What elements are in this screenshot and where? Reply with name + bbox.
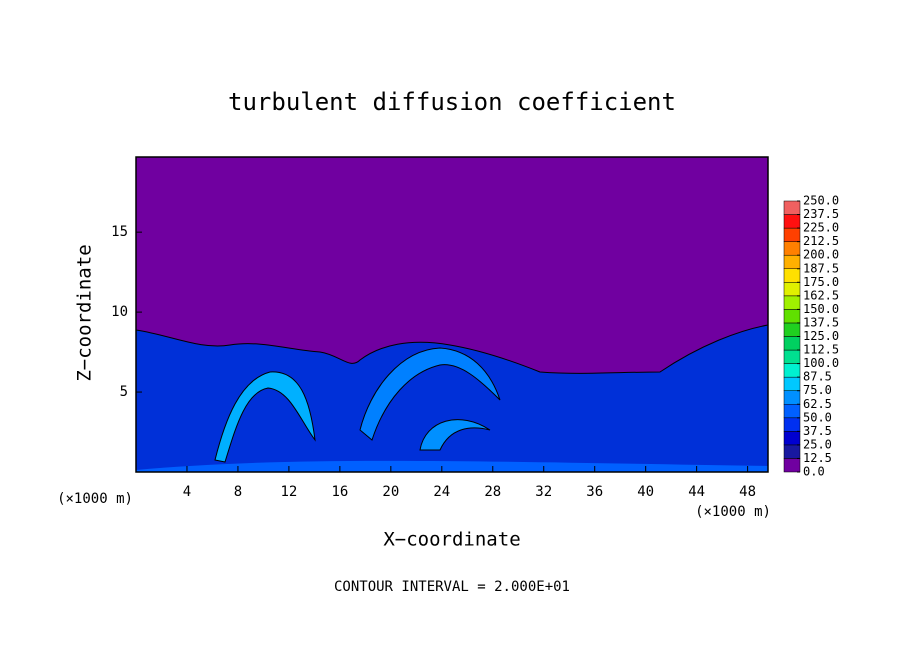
colorbar-label: 200.0 — [803, 248, 839, 262]
colorbar-swatch — [783, 458, 801, 473]
x-tick-label: 28 — [484, 484, 501, 500]
x-tick-label: 16 — [331, 484, 348, 500]
colorbar-swatch — [783, 322, 801, 337]
colorbar-swatch — [783, 390, 801, 405]
colorbar-label: 137.5 — [803, 315, 839, 329]
x-tick-label: 8 — [234, 484, 242, 500]
colorbar-label: 87.5 — [803, 370, 832, 384]
x-unit-label: (×1000 m) — [57, 491, 133, 507]
x-tick-label: 44 — [688, 484, 705, 500]
x-tick-label: 48 — [739, 484, 756, 500]
colorbar-label: 62.5 — [803, 397, 832, 411]
y-tick-label: 15 — [111, 224, 128, 240]
colorbar-label: 237.5 — [803, 207, 839, 221]
colorbar-swatch — [783, 268, 801, 283]
colorbar-swatch — [783, 404, 801, 419]
colorbar-swatch — [783, 295, 801, 310]
colorbar-label: 50.0 — [803, 410, 832, 424]
colorbar-swatch — [783, 417, 801, 432]
colorbar-swatch — [783, 254, 801, 269]
contour-note: CONTOUR INTERVAL = 2.000E+01 — [334, 579, 570, 595]
colorbar-swatch — [783, 214, 801, 229]
swirl — [214, 371, 316, 463]
colorbar-swatch — [783, 309, 801, 324]
y-tick-label: 10 — [111, 304, 128, 320]
x-tick-label: 4 — [183, 484, 191, 500]
x-tick-label: 36 — [586, 484, 603, 500]
colorbar-label: 225.0 — [803, 221, 839, 235]
colorbar-swatch — [783, 444, 801, 459]
turbulent-layer — [135, 324, 769, 473]
colorbar-swatch — [783, 349, 801, 364]
colorbar-swatch — [783, 282, 801, 297]
colorbar-label: 162.5 — [803, 288, 839, 302]
colorbar-swatch — [783, 431, 801, 446]
colorbar-label: 100.0 — [803, 356, 839, 370]
x-tick-label: 32 — [535, 484, 552, 500]
colorbar-swatch — [783, 363, 801, 378]
x-unit-label: (×1000 m) — [695, 504, 771, 520]
surface-layer — [136, 460, 768, 472]
swirl — [359, 347, 501, 441]
x-tick-label: 24 — [433, 484, 450, 500]
x-axis-label: X−coordinate — [383, 529, 520, 551]
colorbar-swatch — [783, 227, 801, 242]
colorbar-label: 175.0 — [803, 275, 839, 289]
colorbar-label: 37.5 — [803, 424, 832, 438]
y-axis-label: Z−coordinate — [74, 244, 96, 381]
colorbar-label: 150.0 — [803, 302, 839, 316]
colorbar-label: 12.5 — [803, 451, 832, 465]
colorbar-label: 125.0 — [803, 329, 839, 343]
swirl — [419, 419, 491, 451]
colorbar-swatch — [783, 200, 801, 215]
colorbar-label: 0.0 — [803, 465, 825, 479]
colorbar-swatch — [783, 336, 801, 351]
y-tick-label: 5 — [120, 384, 128, 400]
x-tick-label: 12 — [280, 484, 297, 500]
colorbar-label: 250.0 — [803, 194, 839, 208]
colorbar-swatch — [783, 241, 801, 256]
colorbar-swatch — [783, 376, 801, 391]
plot-frame — [135, 156, 769, 473]
x-tick-label: 40 — [637, 484, 654, 500]
colorbar-label: 25.0 — [803, 437, 832, 451]
chart-title: turbulent diffusion coefficient — [228, 88, 676, 116]
colorbar-label: 187.5 — [803, 261, 839, 275]
colorbar-label: 212.5 — [803, 234, 839, 248]
colorbar-label: 75.0 — [803, 383, 832, 397]
colorbar-label: 112.5 — [803, 343, 839, 357]
x-tick-label: 20 — [382, 484, 399, 500]
